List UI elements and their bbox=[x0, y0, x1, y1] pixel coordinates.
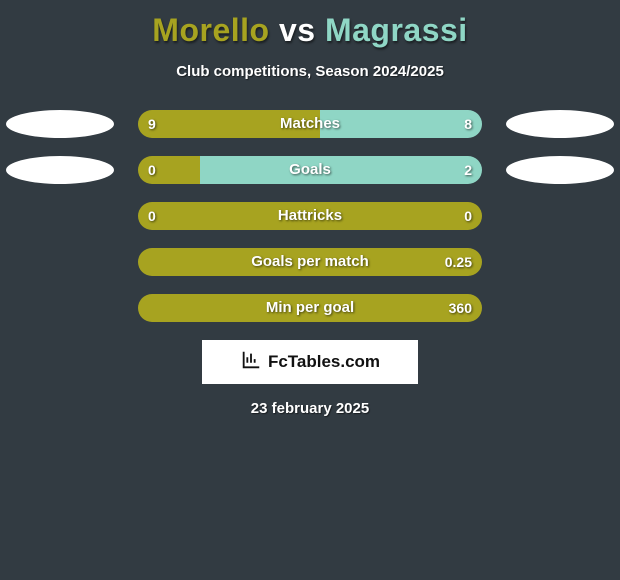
chart-icon bbox=[240, 349, 262, 376]
subtitle: Club competitions, Season 2024/2025 bbox=[0, 63, 620, 80]
stat-value-right: 0.25 bbox=[445, 248, 472, 276]
player2-avatar bbox=[506, 156, 614, 184]
stat-row: 00Hattricks bbox=[0, 202, 620, 230]
title-player1: Morello bbox=[152, 12, 269, 48]
stat-row: 360Min per goal bbox=[0, 294, 620, 322]
stat-bar-left bbox=[138, 202, 482, 230]
player1-avatar bbox=[6, 110, 114, 138]
stat-bar-left bbox=[138, 110, 320, 138]
title-vs: vs bbox=[279, 12, 316, 48]
stat-value-right: 2 bbox=[464, 156, 472, 184]
stat-row: 02Goals bbox=[0, 156, 620, 184]
stats-container: 98Matches02Goals00Hattricks0.25Goals per… bbox=[0, 110, 620, 322]
date-text: 23 february 2025 bbox=[0, 400, 620, 417]
brand-badge: FcTables.com bbox=[202, 340, 418, 384]
stat-bar-right bbox=[320, 110, 482, 138]
stat-bar bbox=[138, 156, 482, 184]
stat-bar-right bbox=[200, 156, 482, 184]
player2-avatar bbox=[506, 110, 614, 138]
stat-bar-left bbox=[138, 294, 482, 322]
player1-avatar bbox=[6, 156, 114, 184]
stat-value-right: 0 bbox=[464, 202, 472, 230]
stat-bar-left bbox=[138, 248, 482, 276]
stat-value-right: 360 bbox=[449, 294, 472, 322]
stat-value-right: 8 bbox=[464, 110, 472, 138]
stat-bar bbox=[138, 110, 482, 138]
stat-row: 98Matches bbox=[0, 110, 620, 138]
stat-value-left: 0 bbox=[148, 156, 156, 184]
stat-row: 0.25Goals per match bbox=[0, 248, 620, 276]
stat-bar bbox=[138, 248, 482, 276]
page-title: Morello vs Magrassi bbox=[0, 0, 620, 49]
stat-bar bbox=[138, 202, 482, 230]
brand-text: FcTables.com bbox=[268, 352, 380, 372]
title-player2: Magrassi bbox=[325, 12, 468, 48]
stat-value-left: 0 bbox=[148, 202, 156, 230]
stat-value-left: 9 bbox=[148, 110, 156, 138]
stat-bar bbox=[138, 294, 482, 322]
